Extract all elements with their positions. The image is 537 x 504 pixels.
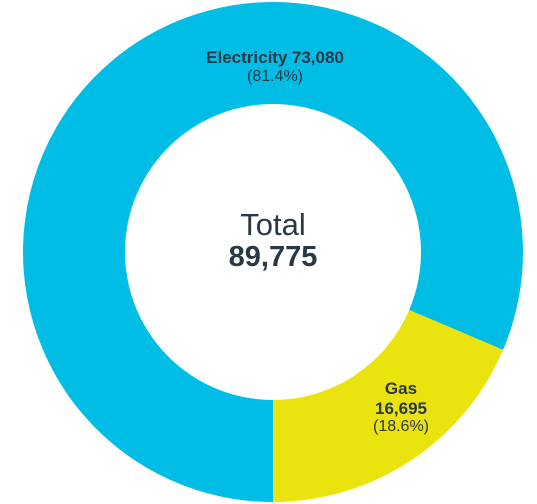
slice-gas (273, 309, 504, 502)
center-total-value: 89,775 (228, 241, 318, 274)
label-gas: Gas 16,695 (18.6%) (346, 379, 456, 436)
slice-electricity (23, 2, 523, 503)
label-electricity-name: Electricity (206, 48, 288, 67)
label-electricity: Electricity 73,080 (81.4%) (150, 48, 400, 87)
label-electricity-percent: (81.4%) (246, 68, 304, 86)
label-gas-name: Gas (384, 379, 418, 398)
label-gas-percent: (18.6%) (372, 418, 430, 436)
label-gas-value: 16,695 (375, 398, 427, 418)
center-total-label: Total (240, 207, 306, 242)
center-total: Total 89,775 (168, 207, 378, 274)
label-electricity-value: 73,080 (291, 48, 344, 67)
